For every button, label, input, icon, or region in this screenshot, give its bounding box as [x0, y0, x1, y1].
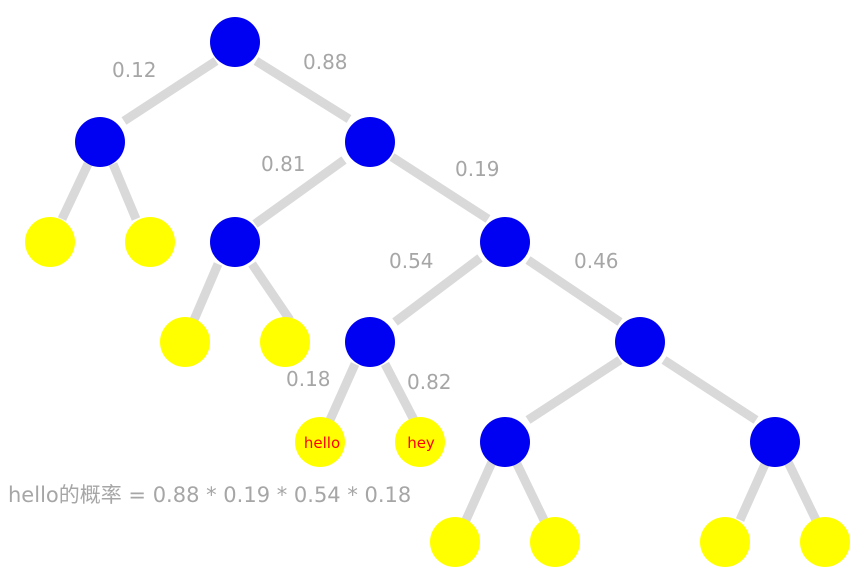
- edge-l-left: [57, 162, 93, 221]
- edge-rrr-left: [525, 356, 623, 424]
- edge-r-right: [389, 153, 491, 223]
- edge-rr-right: [525, 256, 623, 326]
- edge-rrr-right: [661, 356, 759, 424]
- node-r: [345, 117, 395, 167]
- edge-b-right: [783, 460, 821, 522]
- leaf-a-right: [530, 517, 580, 567]
- edge-rrl-right: [381, 361, 418, 423]
- edge-b-left: [735, 460, 771, 522]
- weight-root-left: 0.12: [112, 58, 157, 82]
- weight-rrl-right: 0.82: [407, 370, 452, 394]
- node-rr: [480, 217, 530, 267]
- weight-root-right: 0.88: [303, 50, 348, 74]
- leaf-nodes: [25, 217, 850, 567]
- leaf-label-hello: hello: [304, 434, 340, 452]
- edge-rr-left: [392, 254, 483, 326]
- edge-weights: 0.12 0.88 0.81 0.19 0.54 0.46 0.18 0.82: [112, 50, 619, 394]
- leaf-ll: [25, 217, 75, 267]
- node-l: [75, 117, 125, 167]
- leaf-rlr: [260, 317, 310, 367]
- weight-rr-left: 0.54: [389, 249, 434, 273]
- edge-a-right: [511, 460, 549, 522]
- node-rrr: [615, 317, 665, 367]
- weight-r-right: 0.19: [455, 157, 500, 181]
- edge-a-left: [461, 460, 497, 522]
- edge-root-left: [121, 57, 219, 125]
- edge-rl-right: [248, 261, 294, 323]
- node-rrl: [345, 317, 395, 367]
- leaf-b-right: [800, 517, 850, 567]
- tree-edges: [57, 57, 821, 522]
- leaf-hey: [395, 417, 445, 467]
- node-rrrr: [750, 417, 800, 467]
- edge-root-right: [253, 57, 352, 123]
- weight-r-left: 0.81: [261, 152, 306, 176]
- leaf-b-left: [700, 517, 750, 567]
- node-root: [210, 17, 260, 67]
- internal-nodes: [75, 17, 800, 467]
- leaf-label-hey: hey: [407, 434, 435, 452]
- edge-rrl-left: [325, 362, 360, 422]
- leaf-a-left: [430, 517, 480, 567]
- edge-rl-left: [189, 262, 223, 322]
- node-rrrl: [480, 417, 530, 467]
- edge-r-left: [252, 156, 347, 228]
- node-rl: [210, 217, 260, 267]
- leaf-lr: [125, 217, 175, 267]
- probability-caption: hello的概率 = 0.88 * 0.19 * 0.54 * 0.18: [8, 483, 411, 507]
- leaf-hello: [295, 417, 345, 467]
- leaf-rll: [160, 317, 210, 367]
- weight-rrl-left: 0.18: [286, 367, 331, 391]
- edge-l-right: [108, 162, 141, 221]
- weight-rr-right: 0.46: [574, 249, 619, 273]
